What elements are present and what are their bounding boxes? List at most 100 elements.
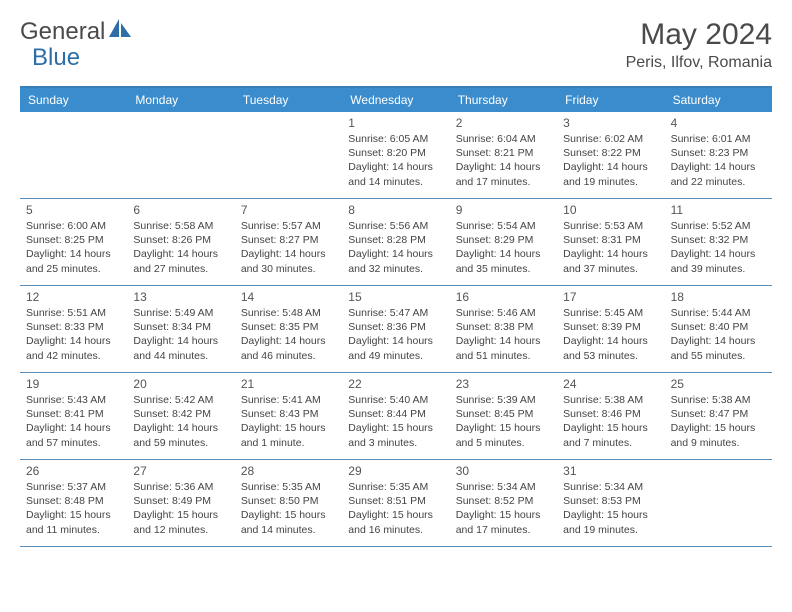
day-info-line: Sunrise: 5:36 AM xyxy=(133,480,228,494)
day-header: Thursday xyxy=(450,88,557,112)
day-info-line: Sunrise: 5:45 AM xyxy=(563,306,658,320)
day-cell: 31 Sunrise: 5:34 AMSunset: 8:53 PMDayligh… xyxy=(557,460,664,546)
day-info-line: Daylight: 14 hours xyxy=(133,421,228,435)
day-info-line: and 51 minutes. xyxy=(456,349,551,363)
day-number: 31 xyxy=(563,464,658,478)
day-info-line: Sunset: 8:45 PM xyxy=(456,407,551,421)
day-cell: 12Sunrise: 5:51 AMSunset: 8:33 PMDayligh… xyxy=(20,286,127,372)
day-info-line: Sunrise: 5:35 AM xyxy=(348,480,443,494)
day-info-line: Sunrise: 5:40 AM xyxy=(348,393,443,407)
day-info-line: and 17 minutes. xyxy=(456,175,551,189)
day-number: 28 xyxy=(241,464,336,478)
day-info-line: Daylight: 15 hours xyxy=(563,508,658,522)
day-cell: 9 Sunrise: 5:54 AMSunset: 8:29 PMDaylight… xyxy=(450,199,557,285)
day-info-line: Sunrise: 5:34 AM xyxy=(563,480,658,494)
header: General May 2024 Peris, Ilfov, Romania xyxy=(20,18,772,72)
day-number: 17 xyxy=(563,290,658,304)
day-info-line: Sunrise: 6:00 AM xyxy=(26,219,121,233)
day-number: 11 xyxy=(671,203,766,217)
day-number: 4 xyxy=(671,116,766,130)
day-number: 1 xyxy=(348,116,443,130)
day-number: 30 xyxy=(456,464,551,478)
day-info-line: Sunset: 8:35 PM xyxy=(241,320,336,334)
day-info-line: and 14 minutes. xyxy=(348,175,443,189)
day-number: 16 xyxy=(456,290,551,304)
logo-text-general: General xyxy=(20,18,105,46)
day-info-line: and 57 minutes. xyxy=(26,436,121,450)
day-number: 29 xyxy=(348,464,443,478)
day-info-line: Daylight: 15 hours xyxy=(241,508,336,522)
day-info-line: Sunset: 8:28 PM xyxy=(348,233,443,247)
day-cell: 28Sunrise: 5:35 AMSunset: 8:50 PMDayligh… xyxy=(235,460,342,546)
day-info-line: Sunrise: 5:38 AM xyxy=(563,393,658,407)
day-info-line: and 37 minutes. xyxy=(563,262,658,276)
day-info-line: Sunset: 8:39 PM xyxy=(563,320,658,334)
day-info-line: Sunrise: 5:58 AM xyxy=(133,219,228,233)
week-row: 26Sunrise: 5:37 AMSunset: 8:48 PMDayligh… xyxy=(20,460,772,547)
day-info-line: Sunrise: 5:39 AM xyxy=(456,393,551,407)
week-row: 5Sunrise: 6:00 AMSunset: 8:25 PMDaylight… xyxy=(20,199,772,286)
day-info-line: Sunrise: 5:56 AM xyxy=(348,219,443,233)
day-number: 9 xyxy=(456,203,551,217)
day-info-line: Sunset: 8:32 PM xyxy=(671,233,766,247)
day-number: 25 xyxy=(671,377,766,391)
day-cell: 26Sunrise: 5:37 AMSunset: 8:48 PMDayligh… xyxy=(20,460,127,546)
day-info-line: Sunset: 8:51 PM xyxy=(348,494,443,508)
day-cell: 6 Sunrise: 5:58 AMSunset: 8:26 PMDaylight… xyxy=(127,199,234,285)
day-info-line: Sunrise: 6:02 AM xyxy=(563,132,658,146)
day-info-line: Sunset: 8:43 PM xyxy=(241,407,336,421)
day-cell: 10Sunrise: 5:53 AMSunset: 8:31 PMDayligh… xyxy=(557,199,664,285)
day-cell: 13Sunrise: 5:49 AMSunset: 8:34 PMDayligh… xyxy=(127,286,234,372)
logo-text-blue: Blue xyxy=(32,44,80,72)
day-info-line: and 30 minutes. xyxy=(241,262,336,276)
day-info-line: Daylight: 14 hours xyxy=(456,247,551,261)
day-info-line: and 22 minutes. xyxy=(671,175,766,189)
day-cell xyxy=(127,112,234,198)
day-info-line: Sunrise: 5:38 AM xyxy=(671,393,766,407)
day-info-line: and 16 minutes. xyxy=(348,523,443,537)
day-info-line: Sunset: 8:36 PM xyxy=(348,320,443,334)
day-number: 26 xyxy=(26,464,121,478)
day-info-line: Sunrise: 5:52 AM xyxy=(671,219,766,233)
day-cell: 25 Sunrise: 5:38 AMSunset: 8:47 PMDayligh… xyxy=(665,373,772,459)
day-number: 21 xyxy=(241,377,336,391)
day-cell: 16Sunrise: 5:46 AMSunset: 8:38 PMDayligh… xyxy=(450,286,557,372)
day-info-line: Sunset: 8:31 PM xyxy=(563,233,658,247)
day-info-line: Sunset: 8:42 PM xyxy=(133,407,228,421)
day-header: Friday xyxy=(557,88,664,112)
day-number: 2 xyxy=(456,116,551,130)
day-info-line: Daylight: 15 hours xyxy=(456,508,551,522)
day-number: 20 xyxy=(133,377,228,391)
day-number: 19 xyxy=(26,377,121,391)
day-info-line: and 19 minutes. xyxy=(563,175,658,189)
day-info-line: Sunset: 8:29 PM xyxy=(456,233,551,247)
day-number: 6 xyxy=(133,203,228,217)
day-info-line: Daylight: 14 hours xyxy=(133,247,228,261)
day-info-line: and 46 minutes. xyxy=(241,349,336,363)
day-info-line: Sunset: 8:53 PM xyxy=(563,494,658,508)
day-info-line: Sunset: 8:49 PM xyxy=(133,494,228,508)
day-info-line: Sunrise: 5:51 AM xyxy=(26,306,121,320)
day-cell: 30Sunrise: 5:34 AMSunset: 8:52 PMDayligh… xyxy=(450,460,557,546)
day-info-line: and 27 minutes. xyxy=(133,262,228,276)
day-info-line: Daylight: 14 hours xyxy=(456,334,551,348)
day-cell: 5Sunrise: 6:00 AMSunset: 8:25 PMDaylight… xyxy=(20,199,127,285)
day-number: 5 xyxy=(26,203,121,217)
day-info-line: Daylight: 14 hours xyxy=(563,334,658,348)
day-info-line: Sunset: 8:47 PM xyxy=(671,407,766,421)
day-info-line: Daylight: 15 hours xyxy=(348,508,443,522)
day-info-line: Daylight: 15 hours xyxy=(671,421,766,435)
day-info-line: Sunset: 8:26 PM xyxy=(133,233,228,247)
day-header: Wednesday xyxy=(342,88,449,112)
day-info-line: and 7 minutes. xyxy=(563,436,658,450)
day-info-line: and 44 minutes. xyxy=(133,349,228,363)
day-info-line: Sunset: 8:20 PM xyxy=(348,146,443,160)
day-cell: 21Sunrise: 5:41 AMSunset: 8:43 PMDayligh… xyxy=(235,373,342,459)
day-cell: 8Sunrise: 5:56 AMSunset: 8:28 PMDaylight… xyxy=(342,199,449,285)
day-info-line: Daylight: 14 hours xyxy=(563,160,658,174)
day-info-line: Sunrise: 6:05 AM xyxy=(348,132,443,146)
day-info-line: and 9 minutes. xyxy=(671,436,766,450)
day-info-line: Sunset: 8:40 PM xyxy=(671,320,766,334)
day-info-line: Daylight: 14 hours xyxy=(671,247,766,261)
day-info-line: Sunrise: 5:54 AM xyxy=(456,219,551,233)
